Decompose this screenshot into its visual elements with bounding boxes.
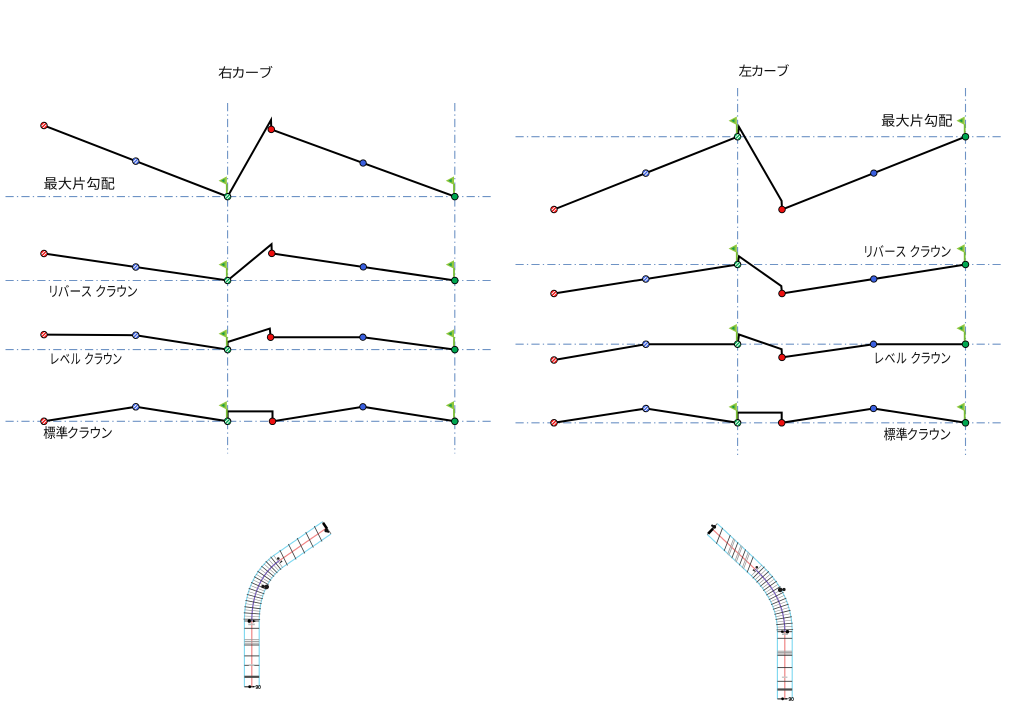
svg-text:90: 90 [255,685,261,691]
svg-text:90: 90 [788,697,794,703]
